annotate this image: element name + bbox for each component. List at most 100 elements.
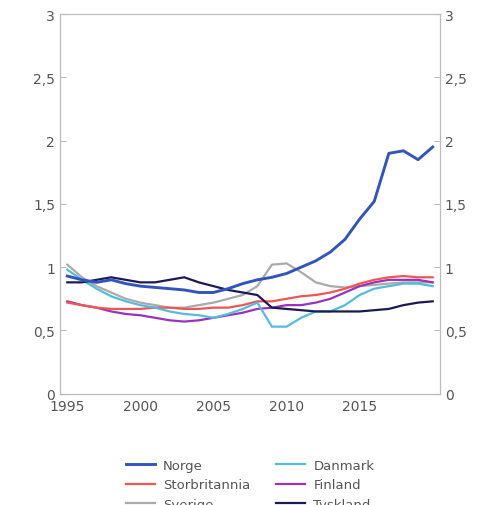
Danmark: [386, 284, 392, 290]
Sverige: [269, 262, 275, 268]
Storbritannia: [240, 302, 246, 309]
Tyskland: [254, 292, 260, 298]
Legend: Norge, Storbritannia, Sverige, Danmark, Finland, Tyskland: Norge, Storbritannia, Sverige, Danmark, …: [120, 453, 380, 505]
Norge: [342, 237, 348, 243]
Finland: [254, 306, 260, 312]
Norge: [371, 199, 377, 205]
Sverige: [284, 261, 290, 267]
Norge: [415, 158, 421, 164]
Storbritannia: [415, 275, 421, 281]
Tyskland: [342, 309, 348, 315]
Norge: [356, 217, 362, 223]
Line: Storbritannia: Storbritannia: [68, 277, 432, 309]
Norge: [284, 271, 290, 277]
Finland: [328, 296, 334, 302]
Storbritannia: [210, 305, 216, 311]
Finland: [123, 311, 129, 318]
Finland: [284, 302, 290, 309]
Danmark: [123, 299, 129, 305]
Finland: [210, 315, 216, 321]
Storbritannia: [254, 299, 260, 305]
Tyskland: [64, 280, 70, 286]
Finland: [298, 302, 304, 309]
Norge: [79, 277, 85, 283]
Danmark: [356, 292, 362, 298]
Danmark: [94, 286, 100, 292]
Sverige: [138, 300, 143, 306]
Norge: [430, 145, 436, 151]
Sverige: [313, 280, 319, 286]
Danmark: [328, 309, 334, 315]
Norge: [94, 280, 100, 286]
Sverige: [371, 282, 377, 288]
Storbritannia: [152, 305, 158, 311]
Tyskland: [415, 300, 421, 306]
Norge: [386, 151, 392, 157]
Storbritannia: [313, 292, 319, 298]
Sverige: [152, 302, 158, 309]
Sverige: [181, 305, 187, 311]
Finland: [225, 313, 231, 319]
Storbritannia: [430, 275, 436, 281]
Tyskland: [269, 305, 275, 311]
Storbritannia: [356, 281, 362, 287]
Norge: [196, 290, 202, 296]
Danmark: [64, 267, 70, 273]
Norge: [181, 287, 187, 293]
Tyskland: [400, 302, 406, 309]
Storbritannia: [181, 306, 187, 312]
Norge: [138, 284, 143, 290]
Line: Danmark: Danmark: [68, 270, 432, 327]
Sverige: [400, 280, 406, 286]
Storbritannia: [166, 305, 172, 311]
Storbritannia: [386, 275, 392, 281]
Norge: [328, 249, 334, 256]
Sverige: [298, 270, 304, 276]
Storbritannia: [269, 299, 275, 305]
Line: Finland: Finland: [68, 280, 432, 322]
Finland: [79, 302, 85, 309]
Tyskland: [138, 280, 143, 286]
Danmark: [79, 277, 85, 283]
Danmark: [152, 305, 158, 311]
Danmark: [210, 315, 216, 321]
Finland: [108, 309, 114, 315]
Norge: [123, 281, 129, 287]
Tyskland: [371, 308, 377, 314]
Danmark: [254, 300, 260, 306]
Finland: [400, 277, 406, 283]
Sverige: [430, 280, 436, 286]
Tyskland: [79, 280, 85, 286]
Tyskland: [108, 275, 114, 281]
Norge: [166, 286, 172, 292]
Norge: [152, 285, 158, 291]
Sverige: [356, 284, 362, 290]
Storbritannia: [342, 286, 348, 292]
Finland: [240, 310, 246, 316]
Finland: [94, 305, 100, 311]
Tyskland: [240, 290, 246, 296]
Danmark: [196, 313, 202, 319]
Norge: [313, 258, 319, 265]
Danmark: [415, 281, 421, 287]
Danmark: [284, 324, 290, 330]
Tyskland: [356, 309, 362, 315]
Sverige: [386, 281, 392, 287]
Tyskland: [166, 277, 172, 283]
Tyskland: [386, 306, 392, 312]
Norge: [298, 265, 304, 271]
Tyskland: [181, 275, 187, 281]
Danmark: [138, 302, 143, 309]
Storbritannia: [225, 305, 231, 311]
Norge: [400, 148, 406, 155]
Finland: [138, 313, 143, 319]
Finland: [166, 318, 172, 324]
Storbritannia: [328, 290, 334, 296]
Tyskland: [313, 309, 319, 315]
Finland: [430, 280, 436, 286]
Tyskland: [123, 277, 129, 283]
Finland: [152, 315, 158, 321]
Danmark: [342, 302, 348, 309]
Tyskland: [152, 280, 158, 286]
Storbritannia: [138, 306, 143, 312]
